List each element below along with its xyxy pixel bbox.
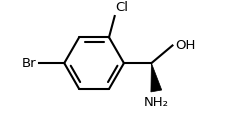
Text: OH: OH bbox=[175, 39, 195, 52]
Text: NH₂: NH₂ bbox=[144, 96, 169, 109]
Text: Br: Br bbox=[22, 57, 37, 70]
Polygon shape bbox=[151, 63, 162, 92]
Text: Cl: Cl bbox=[115, 2, 128, 15]
